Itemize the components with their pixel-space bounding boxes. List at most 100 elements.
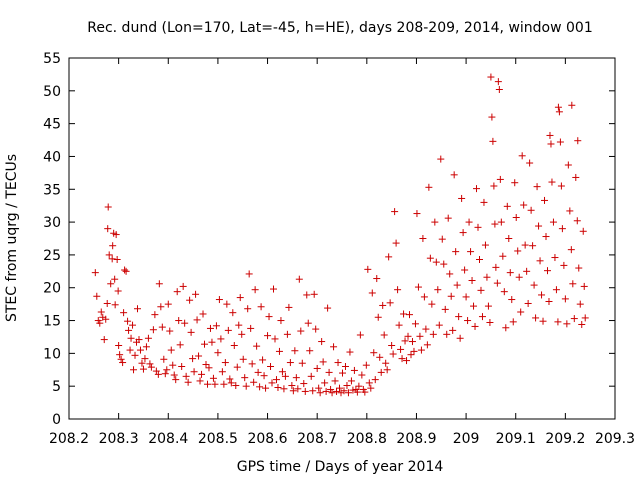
chart-title: Rec. dund (Lon=170, Lat=-45, h=HE), days…	[87, 20, 593, 36]
data-point	[111, 275, 119, 283]
data-point	[447, 292, 455, 300]
data-point	[158, 323, 166, 331]
data-point	[438, 235, 446, 243]
data-point	[338, 369, 346, 377]
data-point	[220, 380, 228, 388]
data-point	[93, 292, 101, 300]
data-point	[206, 324, 214, 332]
data-point	[572, 173, 580, 181]
data-point	[431, 218, 439, 226]
data-point	[265, 313, 273, 321]
data-point	[182, 372, 190, 380]
data-point	[350, 366, 358, 374]
data-point	[392, 239, 400, 247]
y-tick-label: 20	[43, 281, 61, 297]
data-point	[500, 288, 508, 296]
data-point	[509, 318, 517, 326]
data-point	[125, 326, 133, 334]
data-point	[232, 382, 240, 390]
data-point	[238, 330, 246, 338]
data-point	[113, 256, 121, 264]
data-point	[260, 372, 268, 380]
x-axis-label: GPS time / Days of year 2014	[237, 459, 444, 475]
data-point	[428, 300, 436, 308]
data-point	[419, 235, 427, 242]
data-point	[170, 371, 178, 379]
data-point	[408, 338, 416, 346]
data-point	[413, 210, 421, 218]
data-point	[398, 355, 406, 363]
data-point	[288, 382, 296, 390]
data-point	[382, 359, 390, 367]
x-tick-label: 209.2	[545, 431, 585, 447]
data-point	[508, 296, 516, 304]
data-point	[91, 269, 99, 277]
data-point	[380, 331, 388, 339]
data-point	[470, 302, 478, 310]
x-tick-label: 208.3	[99, 431, 139, 447]
data-point	[566, 207, 574, 215]
data-point	[502, 324, 510, 332]
data-point	[133, 305, 141, 313]
data-point	[521, 241, 529, 249]
data-point	[349, 386, 357, 394]
data-point	[176, 341, 184, 349]
data-point	[467, 248, 475, 256]
data-point	[112, 231, 120, 239]
data-point	[184, 378, 192, 386]
data-point	[295, 275, 303, 283]
data-point	[199, 310, 207, 318]
y-tick-label: 35	[43, 182, 61, 198]
data-point	[271, 335, 279, 343]
data-point	[211, 380, 219, 388]
data-point	[122, 267, 130, 275]
data-point	[489, 137, 497, 145]
data-point	[461, 266, 469, 274]
data-point	[437, 155, 445, 163]
data-point	[289, 387, 297, 395]
data-point	[236, 294, 244, 302]
data-point	[251, 286, 259, 294]
x-tick-label: 208.9	[396, 431, 436, 447]
data-point	[278, 368, 286, 376]
data-point	[456, 334, 464, 342]
x-tick-label: 209.3	[595, 431, 635, 447]
data-point	[275, 347, 283, 355]
data-point	[272, 376, 280, 384]
data-point	[404, 332, 412, 340]
data-point	[227, 379, 235, 387]
data-point	[549, 218, 557, 226]
data-point	[129, 321, 137, 329]
data-point	[506, 269, 514, 277]
data-point	[346, 348, 354, 356]
data-point	[306, 347, 314, 355]
y-tick-label: 25	[43, 248, 61, 264]
data-point	[267, 362, 275, 370]
data-point	[453, 281, 461, 289]
data-point	[370, 349, 378, 357]
data-point	[561, 295, 569, 303]
data-point	[229, 309, 237, 317]
data-point	[580, 282, 588, 290]
data-point	[322, 387, 330, 395]
data-point	[554, 103, 562, 111]
data-point	[575, 264, 583, 272]
data-point	[286, 359, 294, 367]
data-point	[334, 359, 342, 367]
data-point	[487, 73, 495, 81]
data-point	[548, 178, 556, 186]
data-point	[358, 371, 366, 379]
data-point	[328, 389, 336, 397]
data-point	[343, 382, 351, 390]
data-point	[224, 326, 232, 334]
data-point	[250, 378, 258, 386]
data-point	[175, 317, 183, 325]
data-point	[253, 342, 261, 350]
data-point	[312, 325, 320, 333]
data-point	[434, 286, 442, 294]
data-point	[517, 308, 525, 316]
data-points	[91, 73, 589, 397]
data-point	[523, 267, 531, 275]
data-point	[336, 384, 344, 392]
data-point	[270, 285, 278, 293]
